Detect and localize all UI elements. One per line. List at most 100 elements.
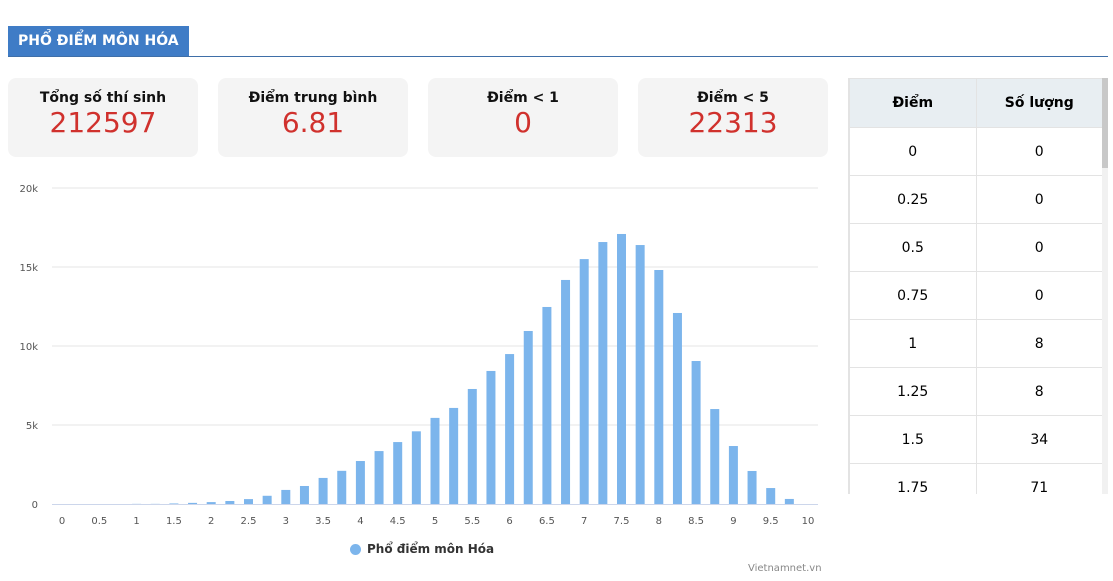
page-title: PHỔ ĐIỂM MÔN HÓA xyxy=(8,26,189,57)
x-tick-label: 7.5 xyxy=(614,516,630,527)
title-divider xyxy=(8,56,1108,57)
bar xyxy=(486,370,496,504)
stat-label: Tổng số thí sinh xyxy=(39,90,167,106)
bar xyxy=(747,470,757,504)
bar xyxy=(523,330,533,504)
table-scrollbar[interactable] xyxy=(1102,78,1108,494)
y-tick-label: 20k xyxy=(19,184,38,195)
x-tick-label: 8.5 xyxy=(688,516,704,527)
bar xyxy=(393,442,403,504)
table-row: 0.75 0 xyxy=(849,271,1103,320)
bar xyxy=(579,259,589,504)
score-cell: 1.75 xyxy=(849,463,977,494)
stat-label: Điểm < 1 xyxy=(487,90,559,106)
x-tick-label: 4.5 xyxy=(390,516,406,527)
bar xyxy=(281,489,291,504)
bar xyxy=(635,245,645,504)
bar xyxy=(355,461,365,504)
stat-card-total: Tổng số thí sinh 212597 xyxy=(8,78,198,157)
stat-label: Điểm < 5 xyxy=(697,90,769,106)
bar xyxy=(654,270,664,504)
stat-label: Điểm trung bình xyxy=(248,90,378,106)
table-row: 1.5 34 xyxy=(849,415,1103,464)
x-tick-label: 6.5 xyxy=(539,516,555,527)
bar xyxy=(505,354,515,504)
bar xyxy=(188,502,198,504)
bar xyxy=(225,500,235,504)
stat-value: 6.81 xyxy=(281,106,345,139)
x-tick-label: 0 xyxy=(59,516,65,527)
count-cell: 8 xyxy=(975,367,1103,416)
stat-value: 212597 xyxy=(49,106,157,139)
x-tick-label: 0.5 xyxy=(91,516,107,527)
y-tick-label: 10k xyxy=(19,342,38,353)
score-table: Điểm Số lượng 0 0 0.25 0 0.5 0 0.75 0 1 8 1.25 8 1.5… xyxy=(848,78,1103,494)
x-tick-label: 8 xyxy=(656,516,662,527)
bar xyxy=(561,279,571,504)
count-cell: 0 xyxy=(975,175,1103,224)
y-tick-label: 15k xyxy=(19,263,38,274)
score-cell: 0.5 xyxy=(849,223,977,272)
bar xyxy=(766,488,776,504)
x-tick-label: 3 xyxy=(283,516,289,527)
x-tick-label: 5 xyxy=(432,516,438,527)
bar xyxy=(691,361,701,504)
x-tick-label: 6 xyxy=(506,516,512,527)
column-header-score: Điểm xyxy=(849,78,977,128)
chart-legend[interactable]: Phổ điểm môn Hóa xyxy=(350,542,494,556)
x-tick-label: 4 xyxy=(357,516,363,527)
x-tick-label: 1 xyxy=(133,516,139,527)
bar xyxy=(337,470,347,504)
count-cell: 0 xyxy=(975,223,1103,272)
x-tick-label: 1.5 xyxy=(166,516,182,527)
bar xyxy=(299,485,309,504)
bar xyxy=(411,431,421,504)
x-tick-label: 9.5 xyxy=(763,516,779,527)
score-cell: 0.75 xyxy=(849,271,977,320)
legend-marker xyxy=(350,543,361,555)
bar xyxy=(169,503,179,504)
x-tick-label: 3.5 xyxy=(315,516,331,527)
stat-card-below-5: Điểm < 5 22313 xyxy=(638,78,828,157)
stat-value: 22313 xyxy=(688,106,778,139)
bar xyxy=(430,417,440,504)
chart-credit[interactable]: Vietnamnet.vn xyxy=(748,563,822,574)
bar xyxy=(244,499,253,504)
score-cell: 1.25 xyxy=(849,367,977,416)
bar xyxy=(262,495,272,504)
x-tick-label: 2.5 xyxy=(241,516,257,527)
stat-value: 0 xyxy=(514,106,532,139)
count-cell: 71 xyxy=(975,463,1103,494)
bar xyxy=(598,242,608,504)
bar xyxy=(467,388,477,504)
score-cell: 0 xyxy=(849,127,977,176)
x-tick-label: 10 xyxy=(802,516,815,527)
bar xyxy=(672,312,682,504)
bar xyxy=(728,446,738,504)
score-cell: 0.25 xyxy=(849,175,977,224)
table-row: 1.25 8 xyxy=(849,367,1103,416)
count-cell: 0 xyxy=(975,271,1103,320)
count-cell: 0 xyxy=(975,127,1103,176)
count-cell: 8 xyxy=(975,319,1103,368)
scrollbar-thumb[interactable] xyxy=(1102,78,1108,168)
score-distribution-chart: 0 5k 10k 15k 20k 0 0.5 1 1.5 2 2.5 3 3.5 4 4.5 5 5.5 6 6.5… xyxy=(19,184,818,527)
y-tick-label: 5k xyxy=(26,421,38,432)
table-row: 0.25 0 xyxy=(849,175,1103,224)
bar xyxy=(784,498,794,504)
bar xyxy=(449,407,459,504)
bar xyxy=(710,409,720,504)
x-tick-label: 7 xyxy=(581,516,587,527)
legend-label: Phổ điểm môn Hóa xyxy=(367,542,495,556)
bar xyxy=(206,502,216,504)
stat-card-average: Điểm trung bình 6.81 xyxy=(218,78,408,157)
table-row: 1.75 71 xyxy=(849,463,1103,494)
score-cell: 1.5 xyxy=(849,415,977,464)
bar xyxy=(318,477,328,504)
stat-card-below-1: Điểm < 1 0 xyxy=(428,78,618,157)
column-header-count: Số lượng xyxy=(975,78,1103,128)
y-tick-label: 0 xyxy=(32,500,38,511)
x-tick-label: 5.5 xyxy=(464,516,480,527)
